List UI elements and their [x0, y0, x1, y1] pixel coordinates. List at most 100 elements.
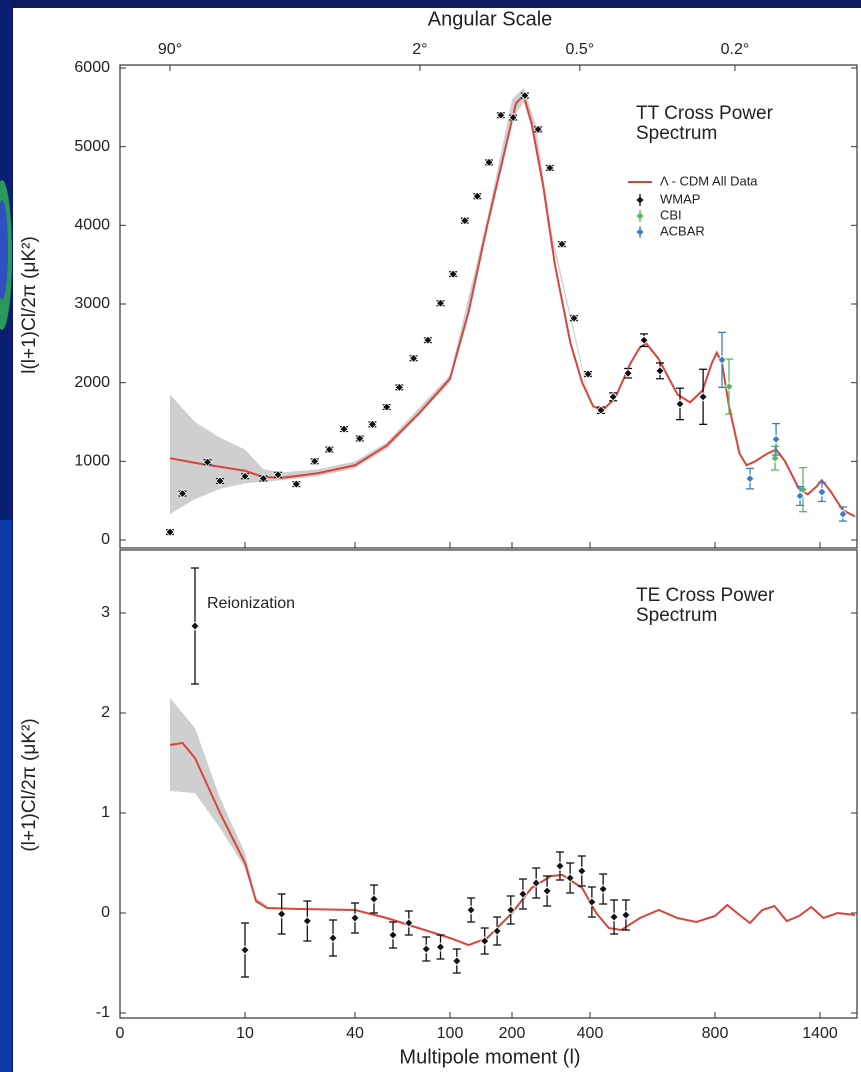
annotation: TE Cross Power Spectrum — [636, 585, 775, 626]
data-point — [817, 487, 827, 497]
x-tick-label: 100 — [437, 1025, 464, 1042]
bottom-frame — [119, 549, 858, 1019]
legend-swatch — [636, 228, 644, 236]
data-point — [698, 392, 708, 402]
data-point — [484, 157, 494, 167]
data-point — [621, 910, 631, 920]
data-point — [531, 878, 541, 888]
annotation: TT Cross Power Spectrum — [636, 103, 773, 144]
data-point — [717, 355, 727, 365]
data-point — [555, 861, 565, 871]
data-point — [448, 269, 458, 279]
data-point — [240, 471, 250, 481]
legend-label: CBI — [660, 207, 682, 222]
data-point — [215, 476, 225, 486]
data-point — [598, 884, 608, 894]
x-tick-label: 10 — [236, 1025, 254, 1042]
data-point — [291, 479, 301, 489]
y-tick-label: 2000 — [74, 374, 110, 391]
data-point — [795, 491, 805, 501]
data-point — [258, 474, 268, 484]
data-point — [421, 944, 431, 954]
data-point — [520, 90, 530, 101]
x-tick-label: 800 — [702, 1025, 729, 1042]
data-point — [675, 399, 685, 409]
data-point — [273, 470, 283, 480]
data-point — [369, 894, 379, 904]
uncertainty-band — [170, 87, 590, 515]
data-point — [577, 866, 587, 876]
data-point — [557, 239, 567, 249]
top-frame — [119, 64, 858, 549]
x-tick-label: 1400 — [802, 1025, 838, 1042]
data-point — [466, 905, 476, 915]
top-tick-label: 2° — [412, 41, 427, 58]
data-point — [350, 913, 360, 923]
data-point — [190, 621, 200, 631]
data-point — [583, 369, 593, 379]
data-point — [367, 419, 377, 429]
x-tick-label: 0 — [116, 1025, 125, 1042]
data-point — [609, 912, 619, 922]
data-point — [492, 926, 502, 936]
data-point — [240, 945, 250, 955]
y-tick-label: 3000 — [74, 295, 110, 312]
top-tick-label: 90° — [158, 41, 182, 58]
data-point — [533, 124, 543, 134]
sky-map-inner — [0, 200, 8, 300]
data-point — [608, 392, 618, 402]
data-point — [355, 433, 365, 444]
data-point — [480, 936, 490, 946]
top-tick-label: 0.2° — [721, 41, 750, 58]
legend-swatch — [636, 212, 644, 220]
data-point — [655, 366, 665, 376]
top-axis-title: Angular Scale — [428, 8, 553, 30]
data-point — [328, 933, 338, 943]
data-point — [472, 191, 482, 201]
model-line — [169, 93, 856, 518]
data-point — [409, 353, 419, 363]
data-point — [623, 368, 633, 378]
data-point — [394, 382, 404, 392]
data-point — [177, 489, 188, 499]
data-point — [506, 905, 516, 915]
y-axis-title: (l+1)Cl/2π (μK²) — [19, 718, 40, 851]
data-point — [838, 509, 848, 519]
plot-background — [13, 8, 861, 1072]
data-point — [302, 916, 312, 926]
y-tick-label: 1 — [101, 804, 110, 821]
data-point — [569, 313, 579, 323]
uncertainty-band — [170, 698, 267, 908]
data-point — [388, 930, 398, 940]
y-tick-label: 6000 — [74, 59, 110, 76]
data-point — [770, 453, 780, 463]
data-point — [404, 918, 414, 928]
legend-label: Λ - CDM All Data — [660, 173, 758, 188]
legend-label: WMAP — [660, 191, 700, 206]
x-tick-label: 200 — [499, 1025, 526, 1042]
y-tick-label: 0 — [101, 531, 110, 548]
x-tick-label: 40 — [346, 1025, 364, 1042]
legend-swatch — [636, 196, 644, 204]
data-point — [165, 527, 175, 537]
annotation: Reionization — [207, 595, 295, 612]
x-tick-label: 400 — [577, 1025, 604, 1042]
data-point — [508, 112, 518, 123]
y-axis-title: l(l+1)Cl/2π (μK²) — [19, 236, 40, 374]
y-tick-label: 0 — [101, 904, 110, 921]
data-point — [771, 434, 781, 444]
data-point — [496, 110, 506, 120]
y-tick-label: 4000 — [74, 217, 110, 234]
y-tick-label: 1000 — [74, 453, 110, 470]
data-point — [435, 942, 446, 952]
y-tick-label: 5000 — [74, 138, 110, 155]
x-axis-title: Multipole moment (l) — [399, 1046, 580, 1068]
data-point — [545, 163, 555, 173]
y-tick-label: 2 — [101, 704, 110, 721]
data-point — [339, 424, 349, 434]
data-point — [460, 216, 470, 226]
data-point — [639, 335, 649, 345]
data-point — [423, 335, 433, 345]
data-point — [324, 444, 334, 455]
